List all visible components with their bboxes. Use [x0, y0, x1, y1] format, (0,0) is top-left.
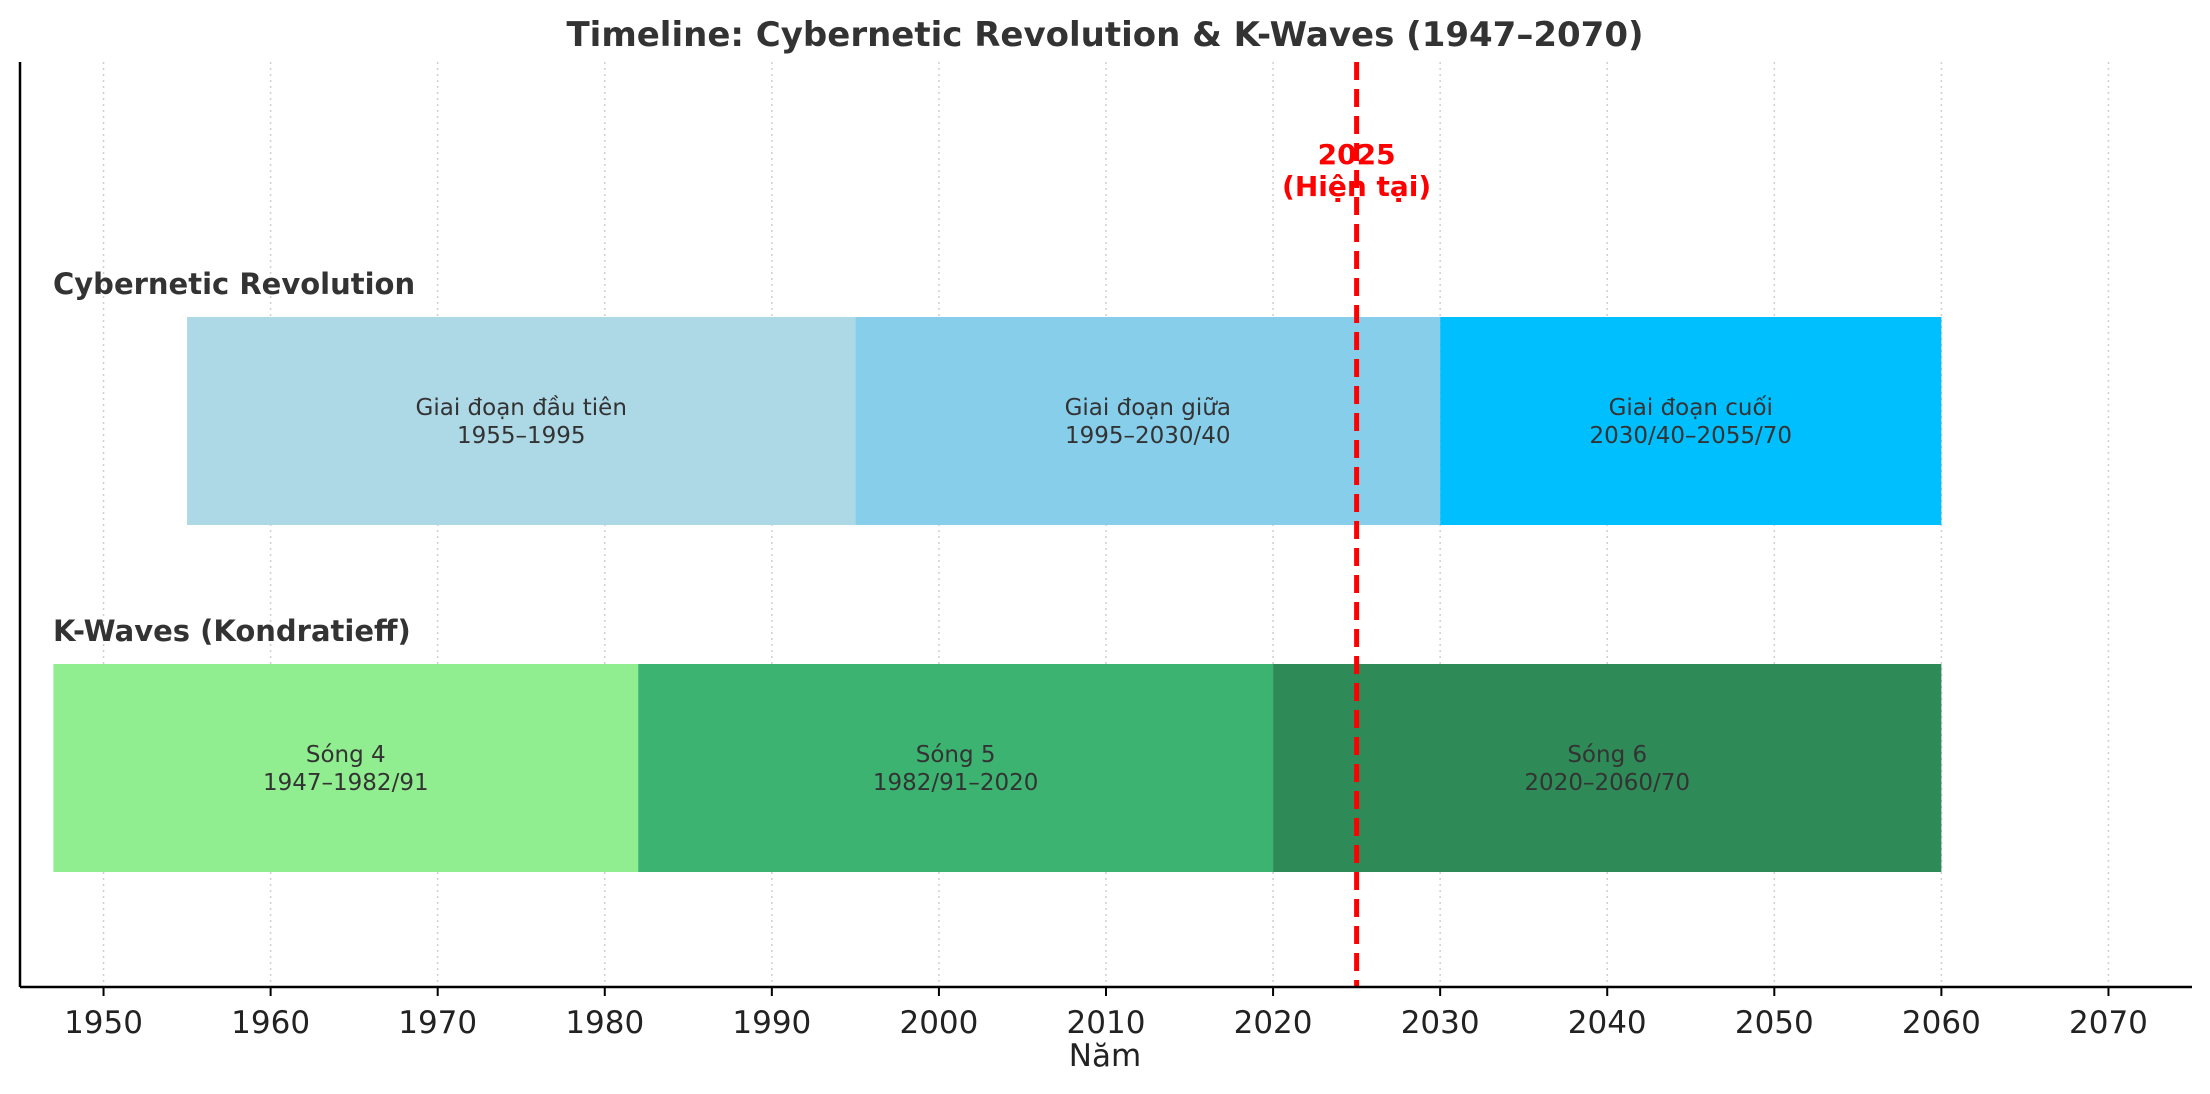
x-tick-label: 1980	[565, 1005, 644, 1041]
segment-name: Sóng 5	[916, 742, 996, 768]
segment-range: 1995–2030/40	[1065, 423, 1231, 449]
x-tick-label: 2070	[2069, 1005, 2148, 1041]
x-tick-label: 1990	[732, 1005, 811, 1041]
x-tick-label: 2010	[1067, 1005, 1146, 1041]
timeline-segment-bar	[53, 664, 639, 872]
x-tick-label: 2050	[1735, 1005, 1814, 1041]
segment-name: Sóng 6	[1567, 742, 1647, 768]
x-tick-label: 2060	[1902, 1005, 1981, 1041]
timeline-segment-bar	[855, 317, 1441, 525]
x-tick-label: 1960	[231, 1005, 310, 1041]
marker-year-label: 2025	[1318, 138, 1396, 171]
x-axis-ticks: 1950 1960 1970 1980 1990 2000 2010 2020 2030 2040…	[64, 987, 2148, 1041]
segment-range: 2020–2060/70	[1524, 770, 1690, 796]
x-tick-label: 2030	[1401, 1005, 1480, 1041]
current-year-marker: 2025(Hiện tại)	[1282, 62, 1431, 987]
x-tick-label: 2020	[1234, 1005, 1313, 1041]
row-label: K-Waves (Kondratieff)	[53, 614, 411, 648]
segment-range: 1955–1995	[457, 423, 586, 449]
segment-name: Giai đoạn cuối	[1609, 395, 1773, 421]
x-tick-label: 1970	[398, 1005, 477, 1041]
x-tick-label: 1950	[64, 1005, 143, 1041]
x-tick-label: 2040	[1568, 1005, 1647, 1041]
segment-range: 1947–1982/91	[263, 770, 429, 796]
marker-note-label: (Hiện tại)	[1282, 170, 1431, 203]
segment-range: 1982/91–2020	[873, 770, 1039, 796]
x-axis-label: Năm	[1069, 1038, 1141, 1074]
timeline-segment-bar	[1440, 317, 1942, 525]
segment-name: Giai đoạn đầu tiên	[416, 395, 627, 421]
timeline-segment-bar	[638, 664, 1274, 872]
timeline-segment-bar	[1273, 664, 1942, 872]
segment-name: Sóng 4	[306, 742, 386, 768]
x-tick-label: 2000	[899, 1005, 978, 1041]
chart-title: Timeline: Cybernetic Revolution & K-Wave…	[566, 15, 1643, 55]
segment-name: Giai đoạn giữa	[1065, 395, 1231, 421]
segment-range: 2030/40–2055/70	[1589, 423, 1792, 449]
timeline-segment-bar	[187, 317, 856, 525]
row-label: Cybernetic Revolution	[53, 267, 415, 301]
